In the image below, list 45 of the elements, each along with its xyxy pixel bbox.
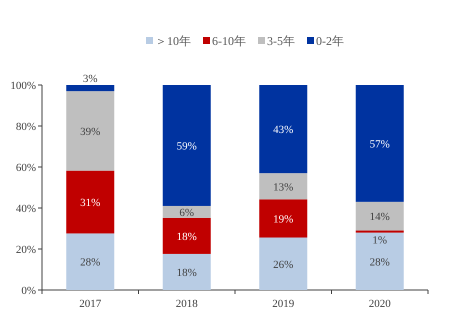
bar: [162, 85, 211, 206]
bar: [259, 238, 308, 290]
data-label: 3%: [82, 73, 98, 85]
x-tick-label: 2018: [176, 298, 198, 310]
bar: [162, 218, 211, 254]
bar: [356, 232, 404, 290]
legend-label: 0-2年: [316, 34, 344, 48]
bar: [66, 170, 114, 234]
y-tick-label: 20%: [16, 244, 36, 256]
data-label: 18%: [176, 266, 197, 279]
data-label: 26%: [273, 258, 294, 271]
data-label: 19%: [273, 213, 294, 226]
data-label: 13%: [273, 181, 294, 194]
bar: [66, 85, 114, 92]
bar: [66, 91, 114, 171]
bar: [259, 199, 308, 238]
y-tick-label: 40%: [16, 203, 36, 215]
bar: [66, 233, 114, 290]
data-label: 18%: [176, 230, 197, 243]
bar: [259, 173, 308, 200]
y-tick-label: 60%: [16, 162, 36, 174]
data-label: 1%: [372, 234, 388, 247]
data-label: 6%: [179, 206, 194, 219]
x-tick-label: 2019: [272, 298, 295, 310]
data-label: 39%: [80, 126, 100, 138]
bar: [356, 202, 404, 231]
y-tick-label: 0%: [21, 285, 36, 297]
x-tick-label: 2020: [368, 298, 392, 310]
bar: [259, 85, 308, 174]
legend-label: ＞10年: [155, 34, 191, 48]
x-tick-label: 2017: [79, 298, 102, 310]
y-tick-label: 80%: [16, 121, 36, 133]
data-label: 14%: [370, 211, 390, 224]
data-label: 28%: [80, 256, 100, 269]
legend-label: 3-5年: [267, 34, 295, 48]
legend-label: 6-10年: [212, 34, 246, 48]
data-label: 28%: [370, 256, 390, 268]
data-label: 59%: [176, 140, 197, 152]
bar: [162, 206, 211, 218]
data-label: 31%: [80, 197, 100, 210]
y-tick-label: 100%: [10, 80, 36, 92]
data-label: 43%: [273, 124, 294, 136]
data-label: 57%: [370, 138, 390, 150]
bar: [356, 85, 404, 202]
bar: [162, 254, 211, 290]
